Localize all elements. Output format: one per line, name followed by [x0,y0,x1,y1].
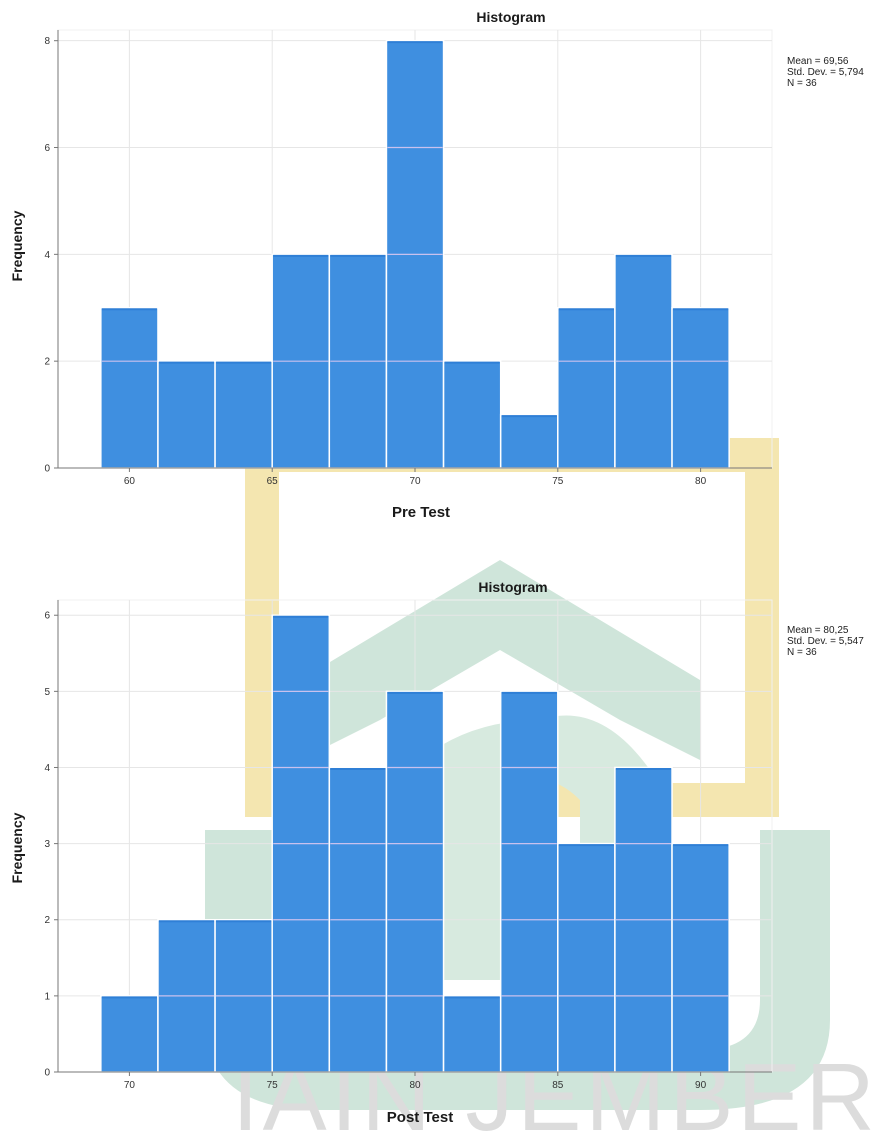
y-tick-label: 2 [44,357,50,368]
histogram-bar [671,842,730,1073]
histogram-post-test: 70 75 80 85 90 0 1 2 3 4 5 6 Histogram Post Test F… [9,579,864,1126]
x-tick-label: 80 [409,1080,421,1091]
y-tick-label: 8 [44,36,50,47]
histogram-bar [442,995,502,1073]
histogram-bar [214,360,273,469]
histogram-bar [100,307,159,469]
chart-title: Histogram [476,9,545,25]
x-axis-label: Post Test [387,1109,453,1126]
y-axis-label: Frequency [9,210,25,281]
bars [100,39,730,469]
stat-n: N = 36 [787,78,817,89]
x-tick-label: 60 [124,476,136,487]
y-tick-label: 1 [44,991,50,1002]
x-tick-label: 80 [695,476,707,487]
bars [100,614,730,1073]
x-tick-label: 90 [695,1080,707,1091]
x-tick-label: 85 [552,1080,564,1091]
histogram-bar [557,842,616,1073]
y-tick-label: 6 [44,143,50,154]
x-tick-labels: 60 65 70 75 80 [124,468,707,487]
histogram-bar [499,413,559,469]
stats-box: Mean = 69,56 Std. Dev. = 5,794 N = 36 [787,56,864,89]
x-tick-label: 75 [552,476,564,487]
y-tick-label: 0 [44,464,50,475]
x-tick-labels: 70 75 80 85 90 [124,1072,707,1091]
histogram-bar [385,690,445,1073]
y-tick-label: 2 [44,915,50,926]
stat-mean: Mean = 69,56 [787,56,849,67]
x-tick-label: 70 [124,1080,136,1091]
stats-box: Mean = 80,25 Std. Dev. = 5,547 N = 36 [787,625,864,658]
x-tick-label: 70 [409,476,421,487]
histogram-bar [100,995,159,1073]
x-tick-label: 65 [267,476,279,487]
histogram-pre-test: 60 65 70 75 80 0 2 4 6 8 Histogram Pre Test Freq… [9,9,864,521]
stat-std-dev: Std. Dev. = 5,547 [787,636,864,647]
y-tick-label: 4 [44,763,50,774]
stat-n: N = 36 [787,647,817,658]
stat-mean: Mean = 80,25 [787,625,849,636]
y-axis-label: Frequency [9,812,25,883]
x-tick-label: 75 [267,1080,279,1091]
histogram-bar [499,690,559,1073]
y-tick-label: 4 [44,250,50,261]
histogram-bar [157,360,216,469]
chart-title: Histogram [478,579,547,595]
y-tick-label: 6 [44,611,50,622]
y-tick-label: 3 [44,839,50,850]
y-tick-label: 5 [44,687,50,698]
stat-std-dev: Std. Dev. = 5,794 [787,67,864,78]
x-axis-label: Pre Test [392,504,450,521]
histogram-bar [442,360,502,469]
y-tick-labels: 0 2 4 6 8 [44,36,58,475]
y-tick-label: 0 [44,1068,50,1079]
y-tick-labels: 0 1 2 3 4 5 6 [44,611,58,1079]
histogram-bar [671,307,730,469]
histogram-bar [557,307,616,469]
